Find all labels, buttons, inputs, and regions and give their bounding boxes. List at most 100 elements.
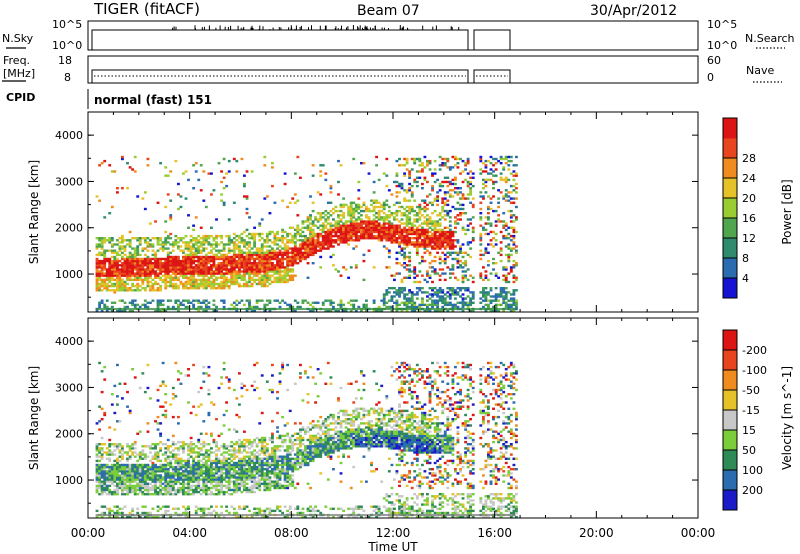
range-cell — [405, 189, 409, 192]
range-cell — [492, 230, 495, 234]
range-cell — [98, 237, 102, 240]
range-cell — [443, 297, 447, 300]
range-cell — [367, 226, 371, 229]
range-cell — [202, 234, 206, 238]
range-cell — [100, 436, 104, 440]
beam-label: Beam 07 — [357, 3, 420, 19]
range-cell — [438, 239, 442, 242]
range-cell — [255, 274, 259, 277]
range-cell — [499, 259, 503, 263]
range-cell — [423, 232, 427, 236]
range-cell — [415, 274, 419, 277]
range-cell — [161, 278, 165, 282]
range-cell — [273, 270, 277, 273]
range-cell — [204, 278, 208, 282]
range-cell — [311, 301, 315, 304]
range-cell — [446, 295, 450, 298]
range-cell — [382, 224, 386, 227]
range-cell — [398, 157, 401, 161]
range-cell — [225, 266, 229, 269]
range-cell — [324, 239, 328, 242]
range-cell — [149, 222, 152, 225]
range-cell — [118, 476, 122, 479]
range-cell — [171, 284, 175, 288]
range-cell — [339, 209, 343, 213]
range-cell — [347, 243, 351, 246]
range-cell — [217, 268, 221, 271]
range-cell — [342, 230, 346, 234]
range-cell — [121, 476, 124, 479]
range-cell — [403, 255, 407, 259]
range-cell — [408, 299, 412, 302]
range-cell — [220, 282, 224, 286]
range-cell — [159, 301, 163, 304]
range-cell — [393, 224, 396, 227]
range-cell — [464, 289, 468, 292]
range-cell — [138, 274, 142, 277]
range-cell — [405, 230, 409, 234]
range-cell — [171, 486, 175, 490]
range-cell — [187, 445, 190, 448]
range-cell — [448, 234, 452, 238]
range-cell — [174, 255, 178, 259]
range-cell — [108, 272, 112, 275]
range-cell — [133, 274, 137, 277]
range-cell — [319, 193, 323, 196]
range-cell — [136, 432, 140, 435]
range-cell — [260, 243, 264, 246]
range-cell — [421, 255, 424, 259]
range-cell — [446, 287, 450, 290]
range-cell — [174, 299, 178, 302]
range-cell — [98, 270, 102, 273]
range-cell — [232, 201, 236, 204]
range-cell — [459, 157, 462, 161]
range-cell — [199, 509, 203, 513]
range-cell — [278, 249, 282, 252]
range-cell — [138, 482, 142, 485]
range-cell — [136, 507, 140, 510]
range-cell — [509, 266, 513, 269]
range-cell — [405, 255, 409, 259]
range-cell — [116, 447, 119, 450]
range-cell — [278, 301, 282, 304]
range-cell — [151, 264, 155, 267]
range-cell — [174, 241, 178, 244]
nave-tick-bottom: 0 — [707, 71, 714, 84]
range-cell — [283, 301, 287, 304]
range-cell — [296, 224, 300, 227]
range-cell — [377, 226, 381, 229]
range-cell — [443, 191, 447, 194]
range-cell — [482, 228, 485, 232]
range-cell — [105, 474, 109, 477]
range-cell — [393, 239, 396, 242]
range-cell — [192, 251, 196, 254]
range-cell — [126, 465, 129, 469]
range-cell — [504, 234, 508, 238]
range-cell — [509, 303, 513, 307]
range-cell — [454, 305, 457, 309]
range-cell — [268, 255, 272, 259]
range-cell — [466, 172, 470, 175]
range-cell — [138, 257, 142, 261]
range-cell — [108, 484, 112, 488]
range-cell — [382, 205, 386, 209]
range-cell — [509, 209, 513, 213]
range-cell — [174, 459, 178, 463]
range-cell — [194, 476, 198, 479]
range-cell — [487, 172, 490, 175]
range-cell — [169, 170, 173, 173]
range-cell — [141, 484, 145, 488]
range-cell — [166, 268, 170, 271]
range-cell — [299, 255, 302, 259]
range-cell — [230, 249, 234, 252]
range-cell — [128, 257, 132, 261]
range-cell — [365, 220, 368, 223]
range-cell — [403, 199, 407, 202]
range-cell — [154, 289, 157, 292]
range-cell — [441, 297, 445, 300]
range-cell — [105, 486, 109, 490]
range-cell — [321, 303, 325, 307]
range-cell — [265, 241, 269, 244]
range-cell — [497, 309, 501, 313]
range-cell — [484, 251, 488, 254]
